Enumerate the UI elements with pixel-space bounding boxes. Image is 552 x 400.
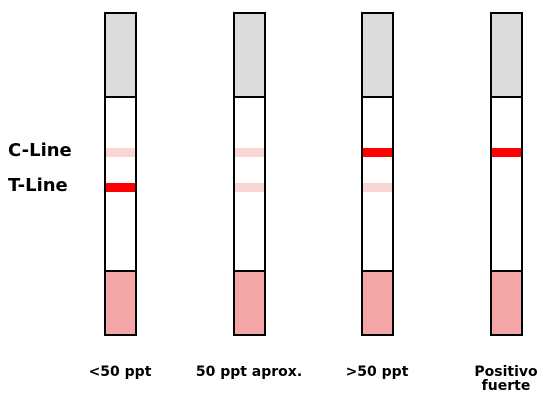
test-line (235, 183, 264, 192)
strip-caption: <50 ppt (88, 364, 152, 380)
test-strip (104, 12, 137, 336)
control-line (363, 148, 392, 157)
test-strip (233, 12, 266, 336)
sample-pad (363, 14, 392, 98)
sample-pad (235, 14, 264, 98)
strip-caption: Positivo fuerte (474, 364, 538, 394)
control-line (492, 148, 521, 157)
test-line (492, 183, 521, 192)
sample-pad (492, 14, 521, 98)
test-strip (490, 12, 523, 336)
absorbent-pad (492, 270, 521, 334)
control-line (106, 148, 135, 157)
strip-caption: >50 ppt (345, 364, 409, 380)
test-line (363, 183, 392, 192)
absorbent-pad (363, 270, 392, 334)
test-strip (361, 12, 394, 336)
absorbent-pad (106, 270, 135, 334)
test-line (106, 183, 135, 192)
c-line-label: C-Line (8, 140, 72, 161)
sample-pad (106, 14, 135, 98)
t-line-label: T-Line (8, 175, 68, 196)
control-line (235, 148, 264, 157)
absorbent-pad (235, 270, 264, 334)
strip-caption: 50 ppt aprox. (195, 364, 303, 380)
